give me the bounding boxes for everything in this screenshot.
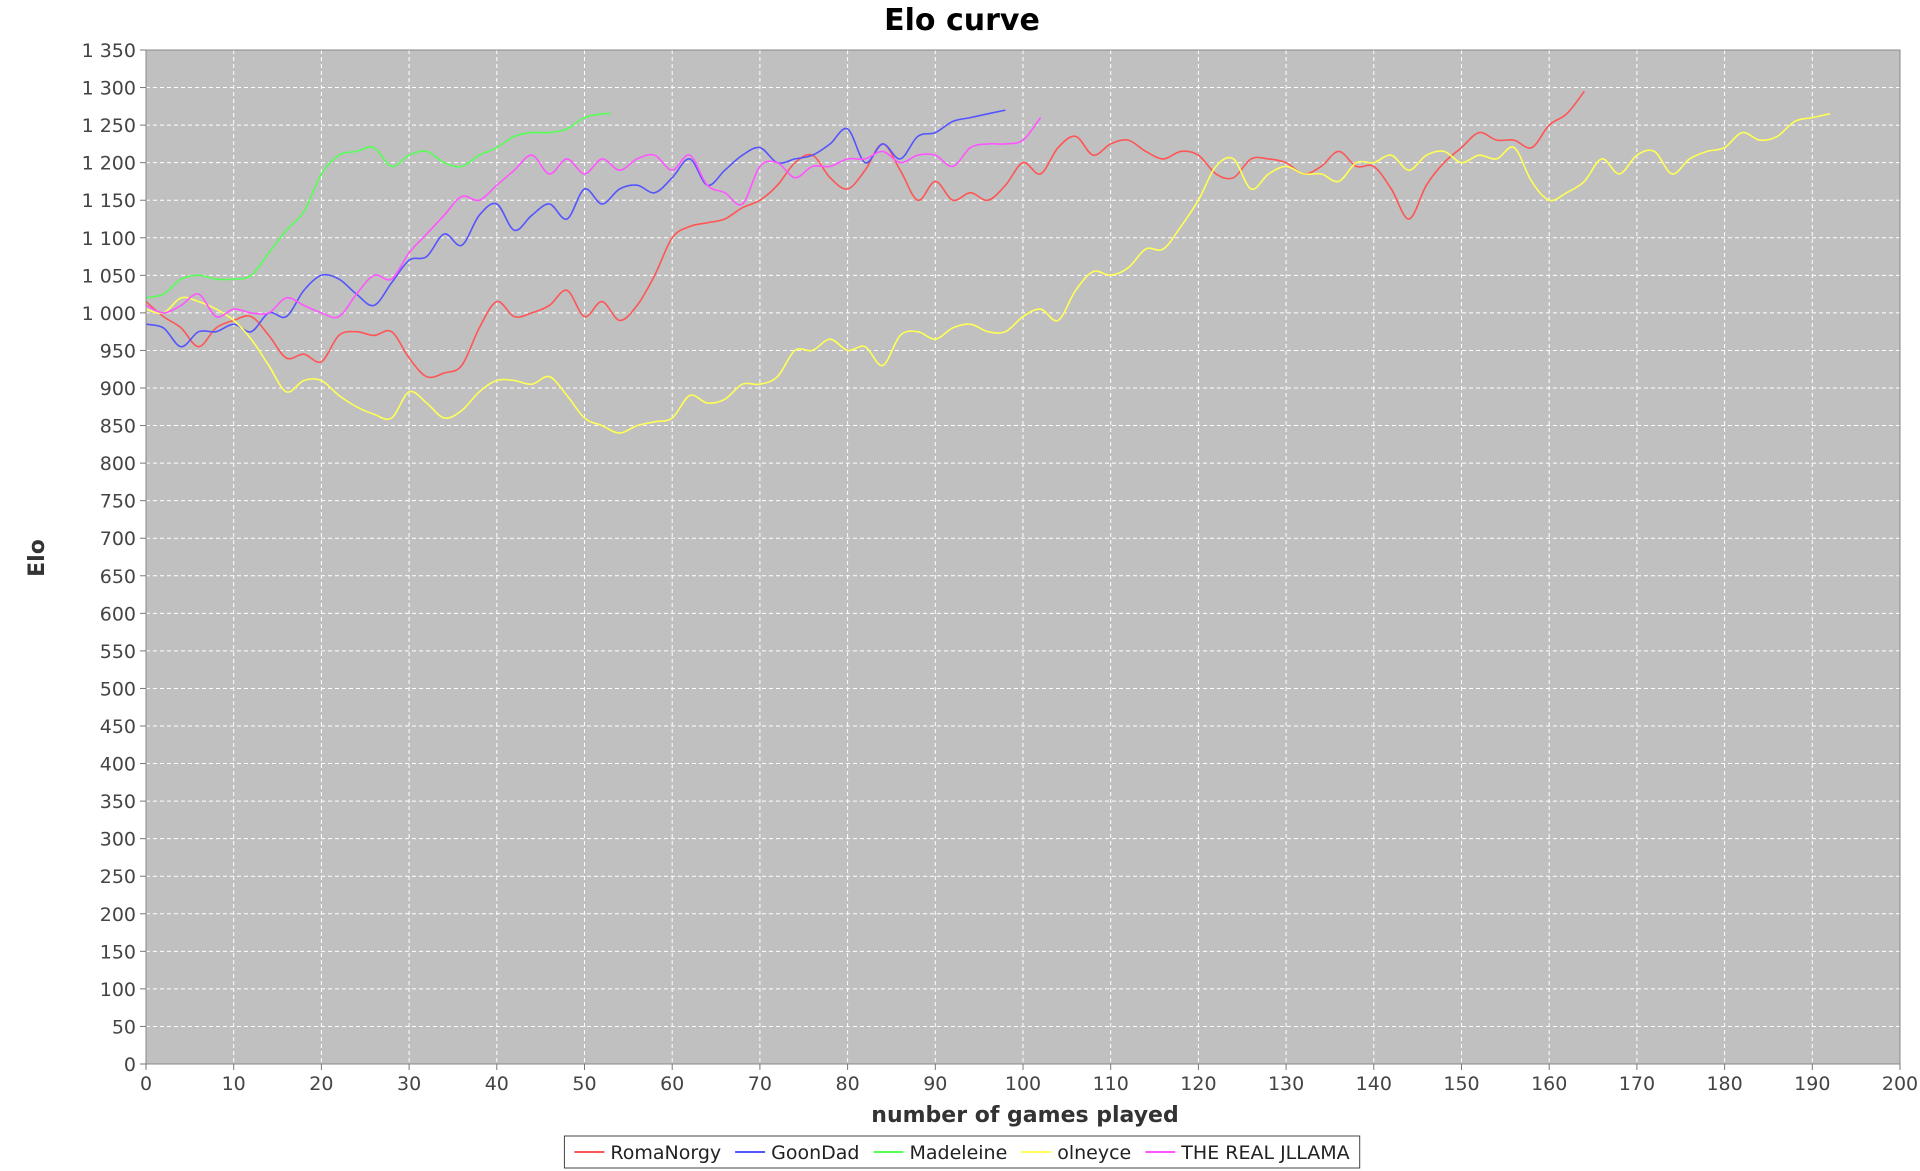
y-tick-label: 800 [100,453,136,475]
x-tick-label: 30 [397,1073,421,1095]
y-tick-label: 650 [100,566,136,588]
y-tick-label: 50 [112,1016,136,1038]
y-tick-label: 550 [100,641,136,663]
x-tick-label: 50 [572,1073,596,1095]
tick-labels: 0501001502002503003504004505005506006507… [82,40,1919,1095]
y-tick-label: 250 [100,866,136,888]
x-tick-label: 170 [1619,1073,1655,1095]
legend-label-olneyce: olneyce [1057,1142,1131,1164]
legend-box [563,1135,1361,1169]
legend: RomaNorgy GoonDad Madeleine olneyce THE REAL… [563,1135,1361,1169]
x-tick-label: 120 [1180,1073,1216,1095]
y-tick-label: 200 [100,904,136,926]
x-tick-label: 160 [1531,1073,1567,1095]
y-tick-label: 400 [100,754,136,776]
legend-item-romanorgy: RomaNorgy [574,1142,721,1164]
legend-item-goondad: GoonDad [735,1142,859,1164]
y-tick-label: 1 300 [82,78,136,100]
y-axis-label: Elo [25,539,50,577]
y-tick-label: 350 [100,791,136,813]
series-line-romanorgy [145,90,1585,379]
x-tick-label: 100 [1005,1073,1041,1095]
legend-label-madeleine: Madeleine [910,1142,1008,1164]
y-tick-label: 900 [100,378,136,400]
y-tick-label: 1 200 [82,153,136,175]
y-tick-label: 0 [124,1054,136,1076]
x-tick-label: 110 [1093,1073,1129,1095]
x-tick-label: 180 [1706,1073,1742,1095]
legend-item-olneyce: olneyce [1021,1142,1131,1164]
x-tick-label: 60 [660,1073,684,1095]
y-tick-label: 700 [100,528,136,550]
y-tick-label: 600 [100,603,136,625]
y-tick-label: 1 000 [82,303,136,325]
y-tick-label: 1 150 [82,190,136,212]
y-tick-label: 1 250 [82,115,136,137]
x-tick-label: 190 [1794,1073,1830,1095]
y-tick-label: 1 350 [82,40,136,62]
series-line-goondad [145,109,1006,348]
legend-item-madeleine: Madeleine [873,1142,1008,1164]
x-tick-label: 70 [748,1073,772,1095]
x-tick-label: 40 [485,1073,509,1095]
x-tick-label: 10 [222,1073,246,1095]
y-tick-label: 500 [100,678,136,700]
x-tick-label: 140 [1356,1073,1392,1095]
x-tick-label: 90 [923,1073,947,1095]
y-tick-label: 850 [100,416,136,438]
chart-title: Elo curve [884,3,1040,38]
y-tick-label: 150 [100,941,136,963]
legend-label-romanorgy: RomaNorgy [610,1142,721,1164]
y-tick-label: 1 100 [82,228,136,250]
series-line-the-real-jllama [145,117,1042,319]
legend-label-goondad: GoonDad [771,1142,859,1164]
x-tick-label: 0 [140,1073,152,1095]
x-tick-label: 150 [1443,1073,1479,1095]
y-tick-label: 300 [100,829,136,851]
x-axis-label: number of games played [871,1103,1178,1128]
x-tick-label: 200 [1882,1073,1918,1095]
y-tick-label: 950 [100,340,136,362]
legend-item-the-real-jllama: THE REAL JLLAMA [1145,1142,1350,1164]
x-tick-label: 80 [836,1073,860,1095]
series-lines [145,90,1830,434]
y-tick-label: 100 [100,979,136,1001]
x-tick-label: 130 [1268,1073,1304,1095]
legend-label-the-real-jllama: THE REAL JLLAMA [1180,1142,1349,1164]
y-tick-label: 450 [100,716,136,738]
x-tick-label: 20 [309,1073,333,1095]
y-tick-label: 750 [100,491,136,513]
series-line-madeleine [145,112,611,299]
y-tick-label: 1 050 [82,265,136,287]
series-line-olneyce [145,113,1830,434]
